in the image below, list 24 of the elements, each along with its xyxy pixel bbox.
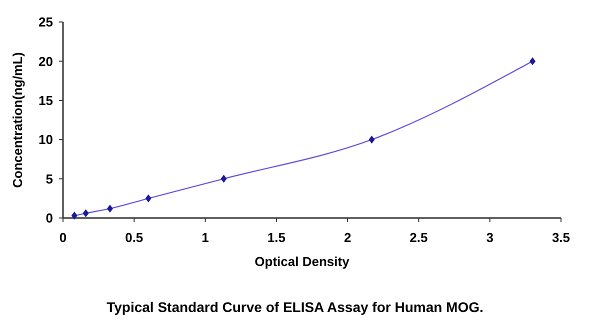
x-tick-label: 3 bbox=[486, 230, 494, 245]
x-tick-label: 0.5 bbox=[125, 230, 144, 245]
y-tick-label: 20 bbox=[38, 54, 53, 69]
x-tick-label: 3.5 bbox=[552, 230, 570, 245]
point bbox=[82, 209, 89, 218]
point bbox=[220, 174, 227, 183]
point bbox=[71, 212, 78, 220]
y-axis-title: Concentration(ng/mL) bbox=[10, 52, 25, 188]
y-tick-label: 5 bbox=[46, 171, 53, 186]
point bbox=[368, 136, 375, 144]
x-tick-label: 2 bbox=[344, 230, 352, 245]
point bbox=[530, 57, 536, 66]
text: Typical Standard Curve of ELISA Assay for Human MOG. bbox=[106, 299, 484, 315]
x-tick-label: 0 bbox=[59, 230, 67, 245]
point bbox=[145, 194, 152, 202]
y-tick-label: 25 bbox=[38, 14, 53, 30]
x-tick-label: 1 bbox=[202, 230, 209, 245]
y-tick-label: 15 bbox=[38, 92, 53, 108]
point bbox=[106, 204, 113, 213]
x-tick-label: 2.5 bbox=[410, 230, 428, 245]
y-tick-label: 10 bbox=[38, 132, 53, 148]
y-tick-label: 0 bbox=[46, 210, 53, 226]
x-tick-label: 1.5 bbox=[267, 230, 286, 245]
x-axis-title: Optical Density bbox=[254, 254, 350, 269]
